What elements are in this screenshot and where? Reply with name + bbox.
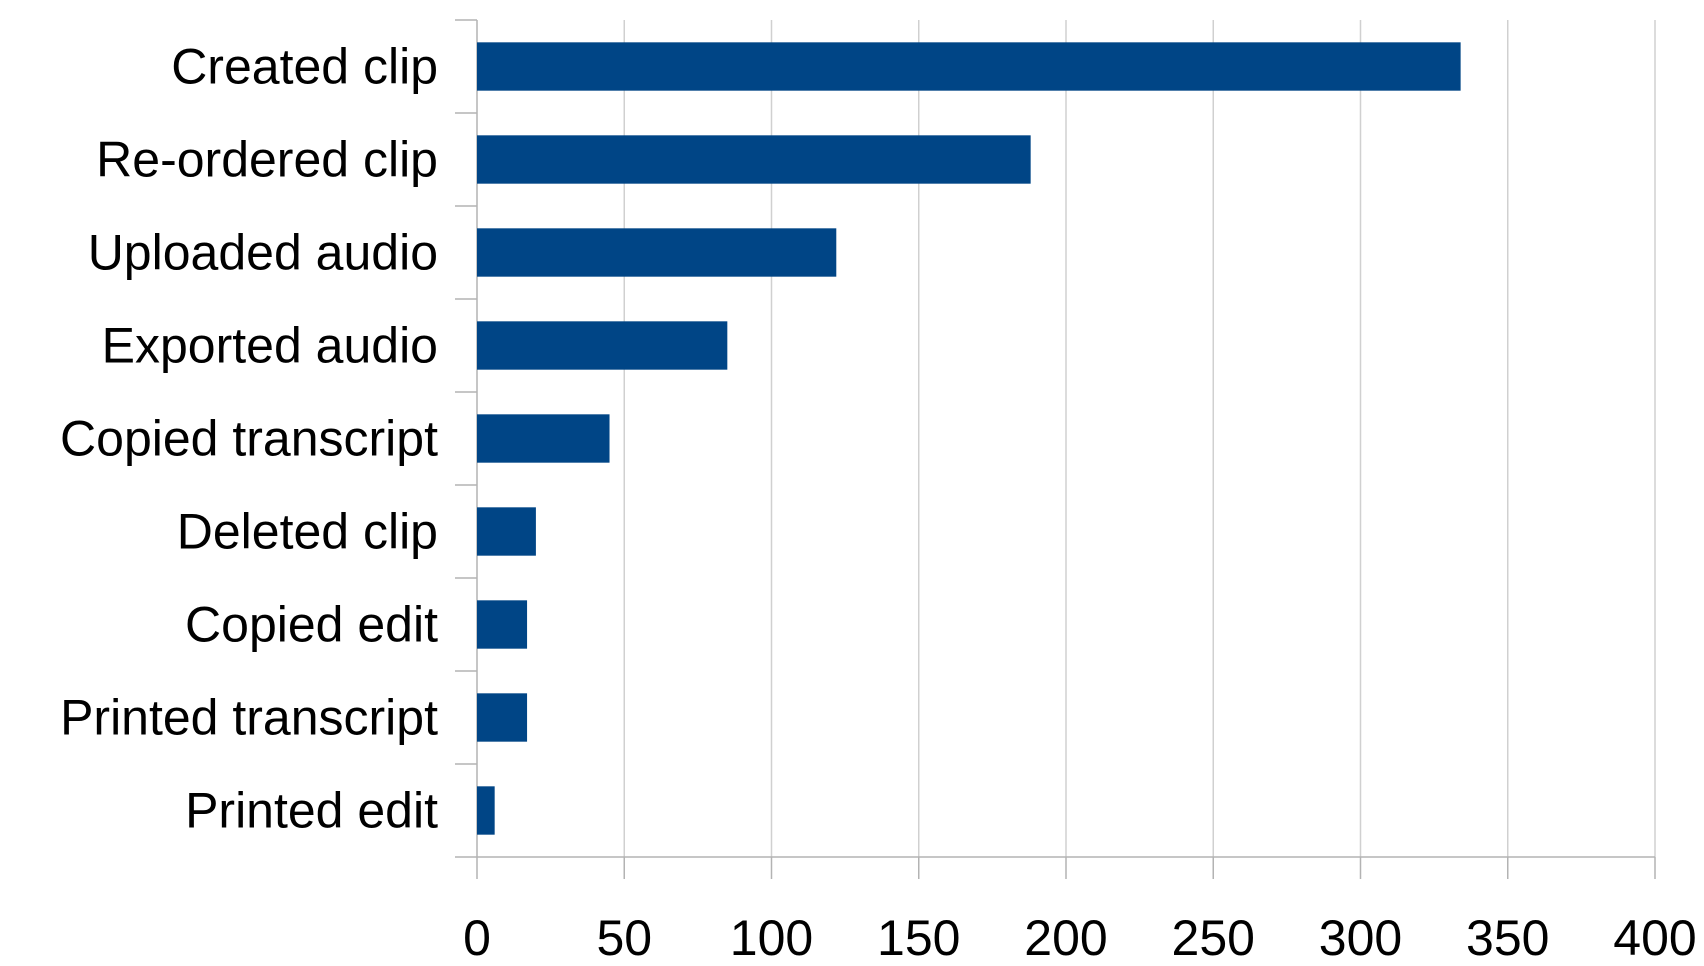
bar	[477, 42, 1461, 91]
category-label: Copied transcript	[60, 411, 438, 467]
category-label: Printed transcript	[60, 690, 438, 746]
bars	[477, 42, 1461, 835]
bar	[477, 693, 528, 742]
x-tick-label: 200	[1024, 910, 1107, 966]
category-label: Created clip	[171, 39, 438, 95]
bar	[477, 414, 610, 463]
category-labels: Created clip Re-ordered clip Uploaded audi…	[60, 39, 438, 839]
category-label: Re-ordered clip	[96, 132, 438, 188]
bar	[477, 600, 528, 649]
category-label: Copied edit	[185, 597, 438, 653]
category-label: Exported audio	[102, 318, 438, 374]
bar	[477, 507, 536, 556]
x-tick-label: 250	[1172, 910, 1255, 966]
x-tick-label: 100	[730, 910, 813, 966]
category-label: Printed edit	[185, 783, 438, 839]
bar	[477, 786, 495, 835]
x-tick-label: 350	[1466, 910, 1549, 966]
bar	[477, 321, 728, 370]
x-tick-label: 150	[877, 910, 960, 966]
x-tick-label: 300	[1319, 910, 1402, 966]
x-tick-label: 50	[596, 910, 652, 966]
x-tick-labels: 0 50 100 150 200 250 300 350 400	[463, 910, 1697, 966]
category-label: Uploaded audio	[88, 225, 438, 281]
x-tick-label: 400	[1613, 910, 1696, 966]
x-tick-label: 0	[463, 910, 491, 966]
bar	[477, 228, 837, 277]
category-label: Deleted clip	[177, 504, 438, 560]
bar	[477, 135, 1031, 184]
